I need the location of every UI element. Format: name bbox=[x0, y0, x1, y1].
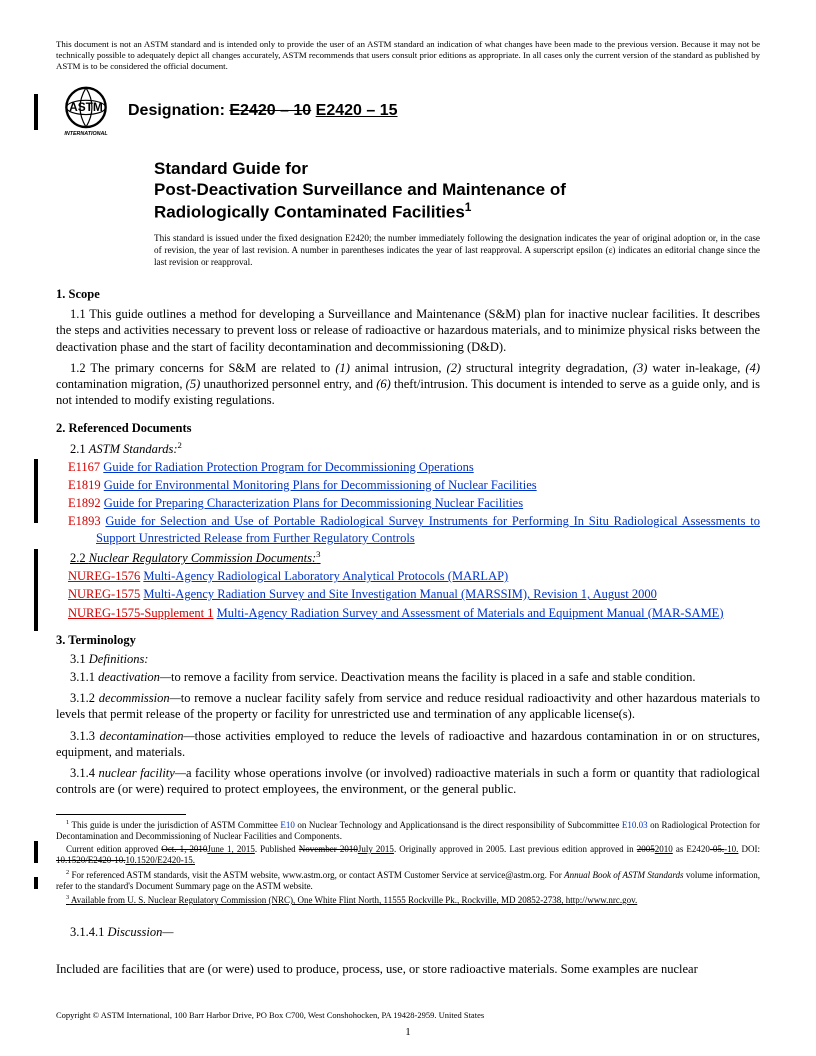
page-number: 1 bbox=[405, 1026, 411, 1038]
nrc-refs-block: 2.2 Nuclear Regulatory Commission Docume… bbox=[56, 549, 760, 621]
bottom-continuation: Included are facilities that are (or wer… bbox=[56, 961, 760, 977]
ref-nureg-1575[interactable]: NUREG-1575 Multi-Agency Radiation Survey… bbox=[56, 586, 760, 602]
page: This document is not an ASTM standard an… bbox=[0, 0, 816, 1056]
def-3-1-3: 3.1.3 decontamination—those activities e… bbox=[56, 728, 760, 761]
footnote-link[interactable]: E10.03 bbox=[622, 820, 648, 830]
section-1-head: 1. Scope bbox=[56, 287, 760, 302]
sub-2-1: 2.1 ASTM Standards:2 bbox=[56, 440, 760, 457]
footnotes-block: 1 This guide is under the jurisdiction o… bbox=[56, 819, 760, 907]
sub-2-2: 2.2 Nuclear Regulatory Commission Docume… bbox=[56, 549, 760, 566]
svg-text:ASTM: ASTM bbox=[69, 100, 103, 114]
change-bar-icon bbox=[34, 459, 38, 523]
sub-3-1: 3.1 Definitions: bbox=[56, 652, 760, 667]
def-3-1-4: 3.1.4 nuclear facility—a facility whose … bbox=[56, 765, 760, 798]
ref-e1892[interactable]: E1892 Guide for Preparing Characterizati… bbox=[56, 495, 760, 511]
title-block: Standard Guide for Post-Deactivation Sur… bbox=[154, 158, 760, 269]
para-1-1: 1.1 This guide outlines a method for dev… bbox=[56, 306, 760, 355]
change-bar-icon bbox=[34, 549, 38, 631]
ref-nureg-1576[interactable]: NUREG-1576 Multi-Agency Radiological Lab… bbox=[56, 568, 760, 584]
para-1-2: 1.2 The primary concerns for S&M are rel… bbox=[56, 360, 760, 409]
copyright-line: Copyright © ASTM International, 100 Barr… bbox=[56, 1010, 484, 1020]
top-disclaimer: This document is not an ASTM standard an… bbox=[56, 39, 760, 72]
astm-logo-icon: ASTM INTERNATIONAL bbox=[56, 86, 116, 136]
footnote-3: 3 Available from U. S. Nuclear Regulator… bbox=[56, 894, 760, 906]
svg-text:INTERNATIONAL: INTERNATIONAL bbox=[64, 131, 107, 136]
def-3-1-2: 3.1.2 decommission—to remove a nuclear f… bbox=[56, 690, 760, 723]
footnote-1: 1 This guide is under the jurisdiction o… bbox=[56, 819, 760, 843]
designation-label: Designation: bbox=[128, 102, 225, 119]
designation-new: E2420 – 15 bbox=[316, 102, 398, 119]
def-3-1-4-1: 3.1.4.1 Discussion— bbox=[56, 924, 760, 940]
footnote-2: 2 For referenced ASTM standards, visit t… bbox=[56, 869, 760, 893]
change-bar-icon bbox=[34, 877, 38, 889]
section-2-head: 2. Referenced Documents bbox=[56, 421, 760, 436]
ref-e1819[interactable]: E1819 Guide for Environmental Monitoring… bbox=[56, 477, 760, 493]
header-row: ASTM INTERNATIONAL Designation: E2420 – … bbox=[56, 86, 760, 136]
ref-nureg-1575-sup1[interactable]: NUREG-1575-Supplement 1 Multi-Agency Rad… bbox=[56, 605, 760, 621]
section-3-head: 3. Terminology bbox=[56, 633, 760, 648]
ref-e1167[interactable]: E1167 Guide for Radiation Protection Pro… bbox=[56, 459, 760, 475]
ref-e1893[interactable]: E1893 Guide for Selection and Use of Por… bbox=[56, 513, 760, 546]
def-3-1-1: 3.1.1 deactivation—to remove a facility … bbox=[56, 669, 760, 685]
issuance-note: This standard is issued under the fixed … bbox=[154, 233, 760, 269]
footnote-rule bbox=[56, 814, 186, 815]
footnote-1-line2: Current edition approved Oct. 1, 2010Jun… bbox=[56, 844, 760, 867]
change-bar-icon bbox=[34, 94, 38, 130]
designation: Designation: E2420 – 10 E2420 – 15 bbox=[128, 102, 398, 120]
footnote-link[interactable]: E10 bbox=[280, 820, 295, 830]
document-title: Standard Guide for Post-Deactivation Sur… bbox=[154, 158, 760, 223]
change-bar-icon bbox=[34, 841, 38, 863]
designation-old: E2420 – 10 bbox=[229, 102, 311, 119]
astm-refs-block: E1167 Guide for Radiation Protection Pro… bbox=[56, 459, 760, 546]
